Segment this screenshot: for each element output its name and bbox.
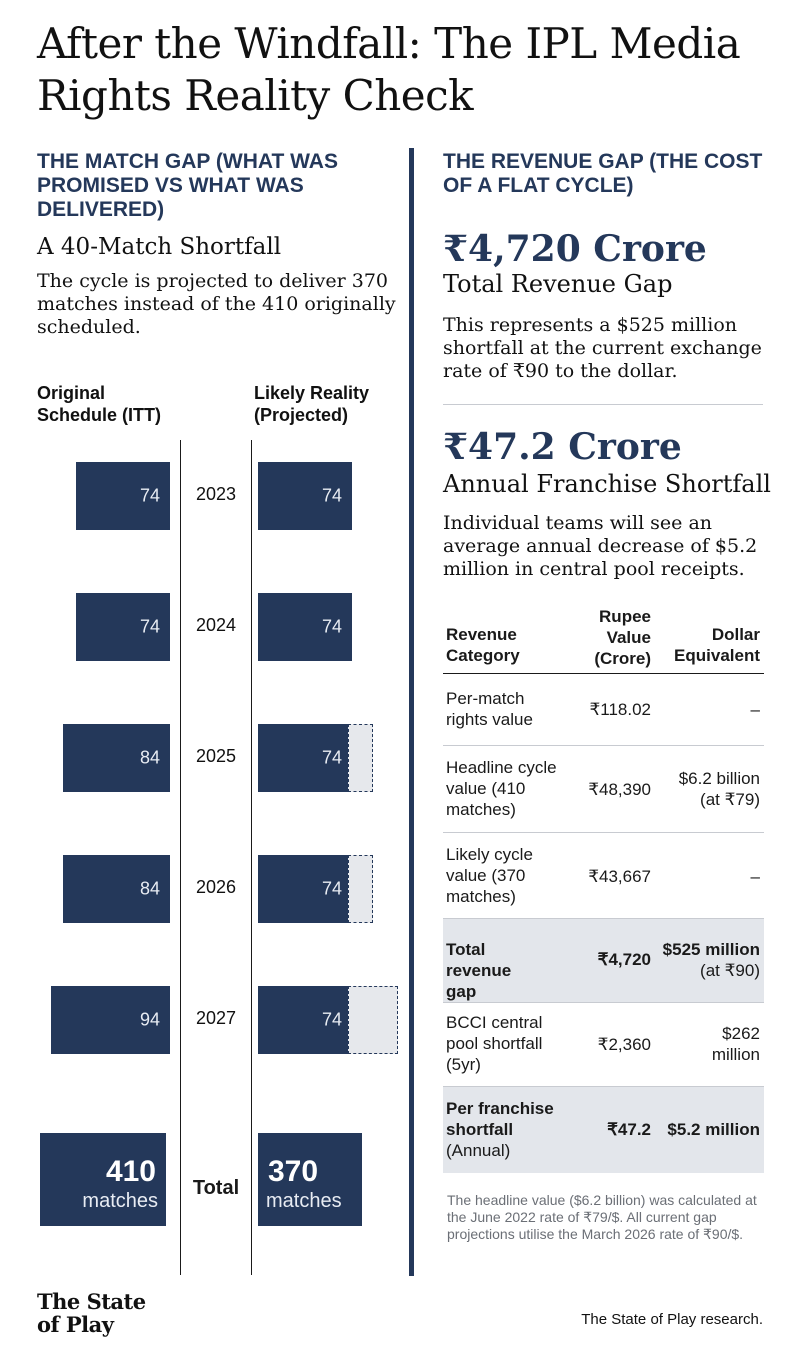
total-label: Total — [192, 1177, 240, 1199]
row-category: BCCI central pool shortfall (5yr) — [446, 1013, 543, 1074]
year-label-2025: 2025 — [184, 746, 248, 767]
header-rupee: Rupee Value (Crore) — [594, 607, 651, 668]
total-reality-value: 370 — [268, 1155, 319, 1188]
reality-bar-2025: 74 — [258, 724, 352, 792]
total-gap-label: Total Revenue Gap — [443, 270, 673, 298]
original-bar-label: 74 — [139, 616, 160, 637]
brand-logo: The State of Play — [37, 1289, 146, 1337]
source-credit: The State of Play research. — [581, 1311, 763, 1328]
year-label-2027: 2027 — [184, 1008, 248, 1029]
total-original-value: 410 — [105, 1155, 156, 1188]
original-column-header: Original Schedule (ITT) — [37, 383, 162, 425]
shortfall-ghost-2026 — [347, 855, 373, 923]
total-original-box: 410 matches — [40, 1133, 166, 1226]
row-dollar: $262 million — [711, 1024, 760, 1064]
year-label-2024: 2024 — [184, 615, 248, 636]
row-rupee: ₹43,667 — [588, 867, 651, 886]
row-category: Per franchise shortfall — [446, 1099, 554, 1139]
reality-bar-2027: 74 — [258, 986, 352, 1054]
original-bar-label: 84 — [139, 747, 160, 768]
row-category: Total revenue gap — [446, 940, 512, 1001]
table-header: Revenue Category Rupee Value (Crore) Dol… — [443, 604, 764, 674]
total-gap-value: ₹4,720 Crore — [443, 228, 707, 270]
row-dollar-note: (at ₹90) — [700, 961, 760, 980]
row-category: Likely cycle value (370 matches) — [446, 845, 533, 906]
total-reality-unit: matches — [266, 1190, 342, 1212]
reality-column-header: Likely Reality (Projected) — [254, 383, 370, 425]
row-dollar: $525 million (at ₹90) — [648, 939, 760, 981]
match-gap-description: The cycle is projected to deliver 370 ma… — [37, 270, 396, 338]
reality-bar-label: 74 — [321, 1009, 342, 1030]
original-bar-label: 94 — [139, 1009, 160, 1030]
row-rupee: ₹118.02 — [589, 700, 651, 719]
original-bar-label: 84 — [139, 878, 160, 899]
original-bar-2023: 74 — [76, 462, 170, 530]
total-reality-box: 370 matches — [258, 1133, 362, 1226]
column-divider — [409, 148, 414, 1276]
total-gap-description: This represents a $525 million shortfall… — [443, 314, 762, 382]
row-category: Headline cycle value (410 matches) — [446, 758, 557, 819]
header-category: Revenue Category — [446, 625, 520, 665]
row-dollar: $5.2 million — [667, 1120, 760, 1139]
row-category-note: (Annual) — [446, 1141, 511, 1160]
match-gap-subheading: A 40-Match Shortfall — [37, 234, 282, 260]
table-row-highlight: Total revenue gap ₹4,720 $525 million (a… — [443, 919, 764, 1003]
table-row: Per-match rights value ₹118.02 – — [443, 674, 764, 746]
row-dollar: $6.2 billion (at ₹79) — [678, 769, 760, 809]
row-dollar: – — [750, 867, 760, 886]
year-label-2026: 2026 — [184, 877, 248, 898]
header-dollar: Dollar Equivalent — [674, 625, 760, 665]
page-title: After the Windfall: The IPL Media Rights… — [37, 19, 741, 120]
revenue-gap-heading: THE REVENUE GAP (THE COST OF A FLAT CYCL… — [443, 150, 763, 197]
reality-bar-label: 74 — [321, 878, 342, 899]
original-bar-2024: 74 — [76, 593, 170, 661]
row-category: Per-match rights value — [446, 689, 533, 729]
row-category-cell: Per franchise shortfall (Annual) — [446, 1098, 566, 1161]
franchise-shortfall-value: ₹47.2 Crore — [443, 426, 682, 468]
table-row: Likely cycle value (370 matches) ₹43,667… — [443, 833, 764, 919]
reality-bar-2023: 74 — [258, 462, 352, 530]
row-dollar: – — [750, 700, 760, 719]
reality-bar-label: 74 — [321, 485, 342, 506]
reality-bar-label: 74 — [321, 616, 342, 637]
row-rupee: ₹2,360 — [597, 1035, 651, 1054]
shortfall-ghost-2025 — [347, 724, 373, 792]
reality-bar-label: 74 — [321, 747, 342, 768]
total-original-unit: matches — [82, 1190, 158, 1212]
original-bar-2025: 84 — [63, 724, 170, 792]
original-bar-label: 74 — [139, 485, 160, 506]
table-row: Headline cycle value (410 matches) ₹48,3… — [443, 746, 764, 833]
table-row: BCCI central pool shortfall (5yr) ₹2,360… — [443, 1003, 764, 1087]
original-bar-2027: 94 — [50, 986, 170, 1054]
footnote: The headline value ($6.2 billion) was ca… — [447, 1192, 757, 1242]
stat-separator — [443, 404, 763, 405]
row-rupee: ₹4,720 — [597, 950, 651, 969]
match-gap-heading: THE MATCH GAP (WHAT WAS PROMISED VS WHAT… — [37, 150, 338, 221]
table-row-highlight: Per franchise shortfall (Annual) ₹47.2 $… — [443, 1087, 764, 1173]
original-bar-2026: 84 — [63, 855, 170, 923]
shortfall-ghost-2027 — [347, 986, 398, 1054]
row-rupee: ₹48,390 — [588, 780, 651, 799]
row-dollar-value: $525 million — [662, 940, 760, 959]
year-axis — [180, 440, 252, 1275]
franchise-shortfall-label: Annual Franchise Shortfall — [443, 470, 771, 498]
reality-bar-2024: 74 — [258, 593, 352, 661]
revenue-table: Revenue Category Rupee Value (Crore) Dol… — [443, 604, 764, 1173]
reality-bar-2026: 74 — [258, 855, 352, 923]
year-label-2023: 2023 — [184, 484, 248, 505]
franchise-shortfall-description: Individual teams will see an average ann… — [443, 512, 758, 580]
row-rupee: ₹47.2 — [607, 1120, 651, 1139]
